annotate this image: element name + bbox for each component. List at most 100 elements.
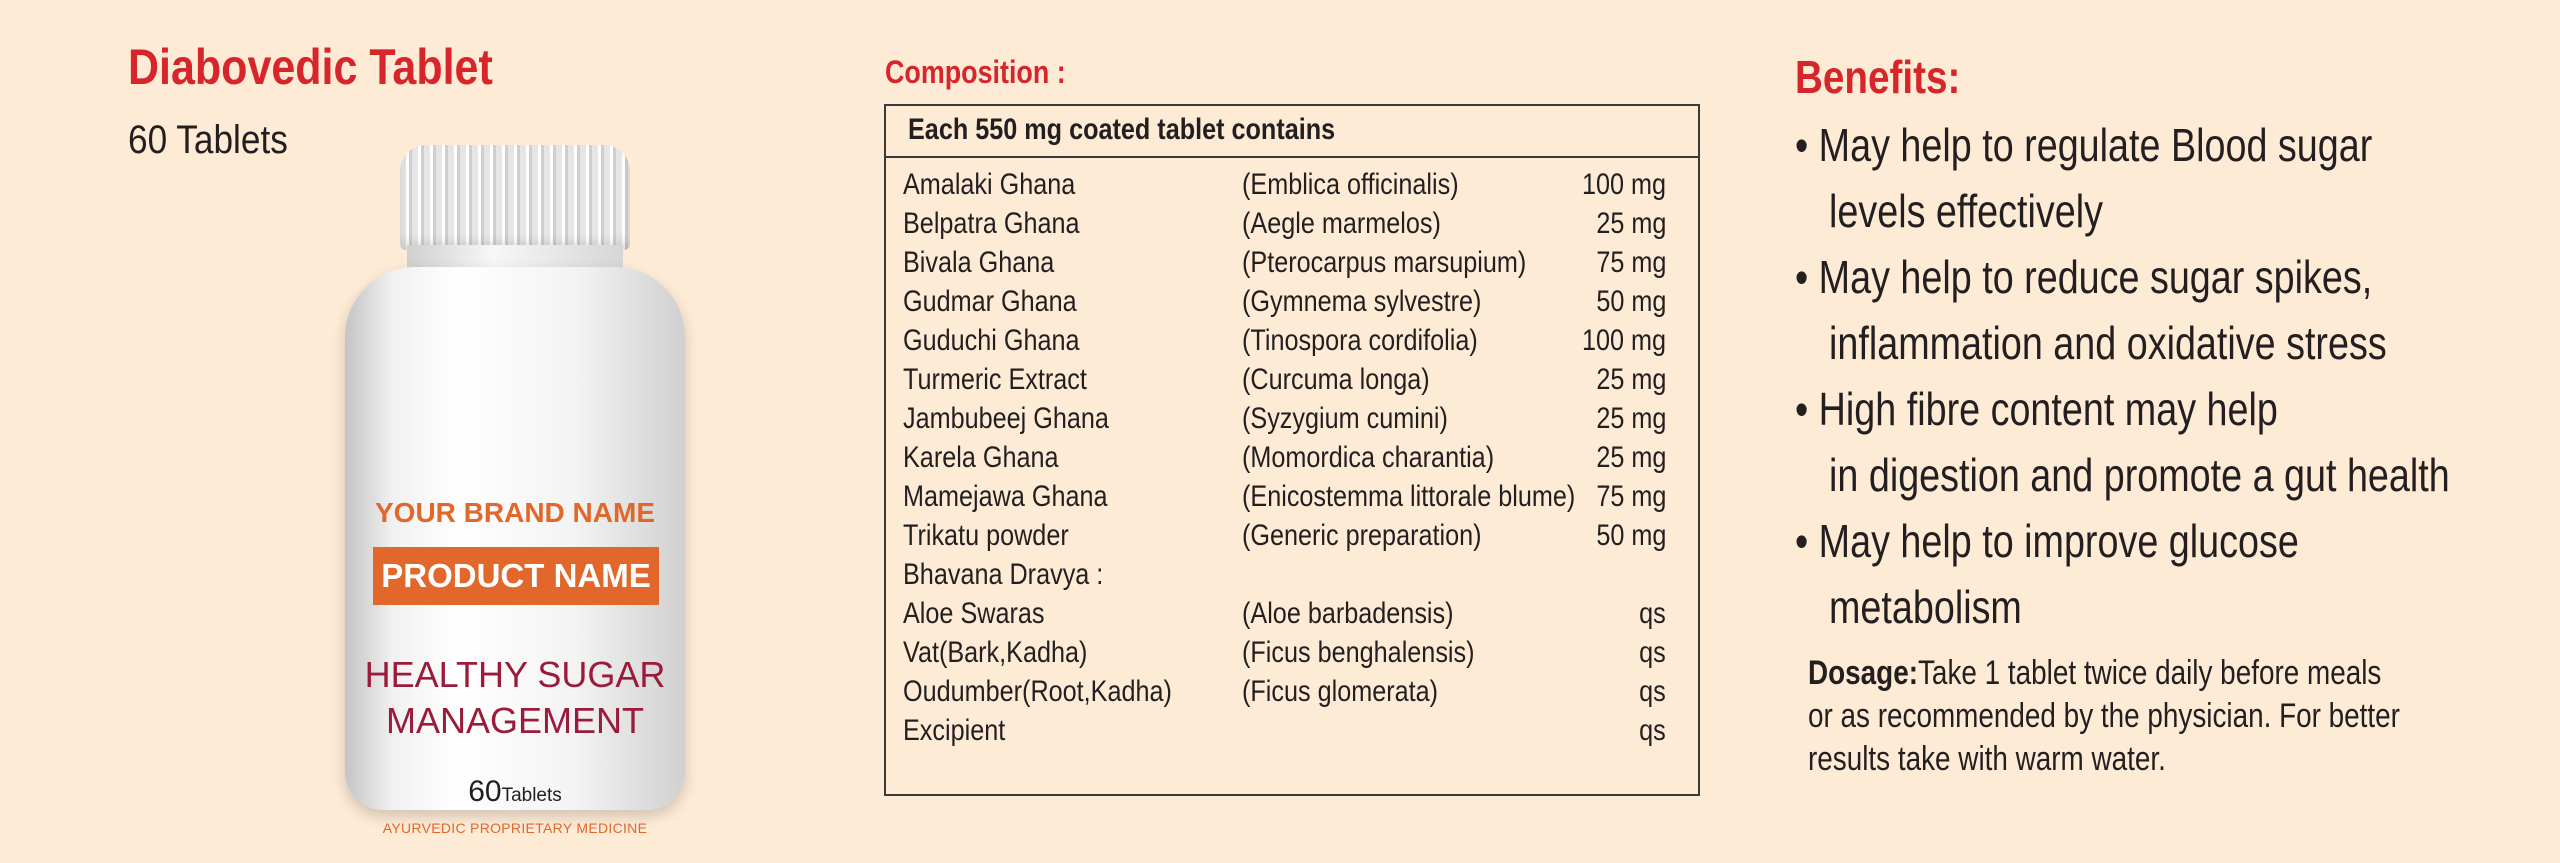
ingredient-quantity: qs	[1639, 675, 1666, 708]
bottle-tagline-line1: HEALTHY SUGAR	[364, 654, 666, 695]
ingredient-botanical: (Ficus glomerata)	[1242, 675, 1439, 708]
bottle-tablet-count: 60Tablets	[345, 775, 685, 809]
ingredient-botanical: (Aloe barbadensis)	[1242, 597, 1454, 630]
benefit-text: levels effectively	[1829, 185, 2103, 237]
ingredient-name: Belpatra Ghana	[903, 207, 1080, 240]
table-row: Karela Ghana (Momordica charantia) 25 mg	[886, 437, 1698, 476]
table-row: Turmeric Extract (Curcuma longa) 25 mg	[886, 359, 1698, 398]
benefit-text: in digestion and promote a gut health	[1829, 449, 2450, 501]
table-row: Belpatra Ghana (Aegle marmelos) 25 mg	[886, 203, 1698, 242]
bottle-brand-name: YOUR BRAND NAME	[375, 497, 655, 528]
table-row: Bivala Ghana (Pterocarpus marsupium) 75 mg	[886, 242, 1698, 281]
ingredient-quantity: 50 mg	[1595, 285, 1666, 318]
table-row: Jambubeej Ghana (Syzygium cumini) 25 mg	[886, 398, 1698, 437]
benefit-text: • May help to improve glucose	[1795, 515, 2299, 567]
composition-title: Composition :	[885, 54, 1066, 90]
bottle-medicine-type: AYURVEDIC PROPRIETARY MEDICINE	[382, 820, 648, 836]
dosage-line1: Take 1 tablet twice daily before meals	[1917, 654, 2382, 692]
ingredient-name: Trikatu powder	[903, 519, 1069, 552]
table-row: Vat(Bark,Kadha) (Ficus benghalensis) qs	[886, 632, 1698, 671]
ingredient-botanical: (Gymnema sylvestre)	[1242, 285, 1482, 318]
ingredient-name: Gudmar Ghana	[903, 285, 1077, 318]
benefit-text: metabolism	[1829, 581, 2022, 633]
ingredient-quantity: qs	[1639, 597, 1666, 630]
ingredient-name: Excipient	[903, 714, 1006, 747]
benefit-item: • High fibre content may help in digestio…	[1795, 376, 2515, 508]
ingredient-name: Aloe Swaras	[903, 597, 1045, 630]
product-title: Diabovedic Tablet	[128, 39, 493, 95]
benefits-list: • May help to regulate Blood sugar levels…	[1795, 112, 2515, 640]
bottle-count-unit: Tablets	[501, 785, 562, 806]
ingredient-name: Jambubeej Ghana	[903, 402, 1109, 435]
ingredient-quantity: 25 mg	[1595, 441, 1666, 474]
ingredient-botanical: (Pterocarpus marsupium)	[1242, 246, 1527, 279]
ingredient-name: Vat(Bark,Kadha)	[903, 636, 1088, 669]
bottle-count-number: 60	[468, 775, 502, 808]
benefit-line-1: • May help to regulate Blood sugar	[1795, 112, 2515, 178]
bottle-cap	[400, 145, 630, 250]
table-row: Aloe Swaras (Aloe barbadensis) qs	[886, 593, 1698, 632]
ingredient-botanical: (Syzygium cumini)	[1242, 402, 1448, 435]
ingredient-quantity: qs	[1639, 714, 1666, 747]
benefit-line-1: • May help to reduce sugar spikes,	[1795, 244, 2515, 310]
ingredient-name: Mamejawa Ghana	[903, 480, 1108, 513]
ingredient-quantity: 25 mg	[1595, 363, 1666, 396]
ingredient-quantity: 100 mg	[1581, 324, 1666, 357]
ingredient-quantity: 75 mg	[1595, 480, 1666, 513]
benefit-text: • High fibre content may help	[1795, 383, 2278, 435]
composition-table-header: Each 550 mg coated tablet contains	[886, 106, 1698, 158]
benefit-text: • May help to reduce sugar spikes,	[1795, 251, 2373, 303]
benefit-line-2: in digestion and promote a gut health	[1795, 442, 2515, 508]
product-bottle-image: YOUR BRAND NAME PRODUCT NAME HEALTHY SUG…	[345, 145, 685, 836]
ingredient-quantity: 50 mg	[1595, 519, 1666, 552]
table-row: Amalaki Ghana (Emblica officinalis) 100 mg	[886, 164, 1698, 203]
benefits-title: Benefits:	[1795, 51, 1961, 103]
product-section: Diabovedic Tablet 60 Tablets YOUR BRAND …	[0, 0, 820, 863]
composition-rows: Amalaki Ghana (Emblica officinalis) 100 mg…	[886, 158, 1698, 749]
ingredient-botanical: (Generic preparation)	[1242, 519, 1482, 552]
ingredient-quantity: 25 mg	[1595, 402, 1666, 435]
benefit-line-2: levels effectively	[1795, 178, 2515, 244]
dosage-text: Dosage: Take 1 tablet twice daily before…	[1808, 652, 2528, 781]
dosage-line3: results take with warm water.	[1808, 740, 2166, 778]
benefit-text: • May help to regulate Blood sugar	[1795, 119, 2373, 171]
ingredient-name: Karela Ghana	[903, 441, 1059, 474]
ingredient-name: Amalaki Ghana	[903, 168, 1076, 201]
ingredient-botanical: (Enicostemma littorale blume)	[1242, 480, 1576, 513]
benefit-line-1: • High fibre content may help	[1795, 376, 2515, 442]
ingredient-quantity: qs	[1639, 636, 1666, 669]
table-row: Oudumber(Root,Kadha) (Ficus glomerata) qs	[886, 671, 1698, 710]
ingredient-name: Guduchi Ghana	[903, 324, 1080, 357]
ingredient-name: Bivala Ghana	[903, 246, 1055, 279]
bottle-product-name: PRODUCT NAME	[373, 547, 659, 605]
dosage-line2: or as recommended by the physician. For …	[1808, 697, 2400, 735]
ingredient-name: Bhavana Dravya :	[903, 558, 1104, 591]
ingredient-name: Turmeric Extract	[903, 363, 1087, 396]
table-row: Gudmar Ghana (Gymnema sylvestre) 50 mg	[886, 281, 1698, 320]
ingredient-botanical: (Momordica charantia)	[1242, 441, 1495, 474]
ingredient-botanical: (Curcuma longa)	[1242, 363, 1430, 396]
bottle-body: YOUR BRAND NAME PRODUCT NAME HEALTHY SUG…	[345, 267, 685, 836]
composition-header-text: Each 550 mg coated tablet contains	[908, 113, 1336, 146]
table-row: Bhavana Dravya :	[886, 554, 1698, 593]
bottle-tagline-line2: MANAGEMENT	[385, 700, 644, 741]
benefit-text: inflammation and oxidative stress	[1829, 317, 2387, 369]
ingredient-botanical: (Ficus benghalensis)	[1242, 636, 1475, 669]
table-row: Excipient qs	[886, 710, 1698, 749]
dosage-label: Dosage:	[1808, 654, 1918, 692]
ingredient-quantity: 75 mg	[1595, 246, 1666, 279]
benefit-item: • May help to regulate Blood sugar levels…	[1795, 112, 2515, 244]
product-quantity: 60 Tablets	[128, 118, 288, 162]
benefit-line-2: inflammation and oxidative stress	[1795, 310, 2515, 376]
benefit-line-1: • May help to improve glucose	[1795, 508, 2515, 574]
ingredient-name: Oudumber(Root,Kadha)	[903, 675, 1172, 708]
composition-table: Each 550 mg coated tablet contains Amala…	[884, 104, 1700, 796]
ingredient-quantity: 25 mg	[1595, 207, 1666, 240]
ingredient-botanical: (Aegle marmelos)	[1242, 207, 1441, 240]
table-row: Mamejawa Ghana (Enicostemma littorale blu…	[886, 476, 1698, 515]
ingredient-botanical: (Emblica officinalis)	[1242, 168, 1459, 201]
benefit-item: • May help to improve glucose metabolism	[1795, 508, 2515, 640]
table-row: Trikatu powder (Generic preparation) 50 mg	[886, 515, 1698, 554]
bottle-tagline: HEALTHY SUGAR MANAGEMENT	[345, 652, 685, 744]
table-row: Guduchi Ghana (Tinospora cordifolia) 100 m…	[886, 320, 1698, 359]
